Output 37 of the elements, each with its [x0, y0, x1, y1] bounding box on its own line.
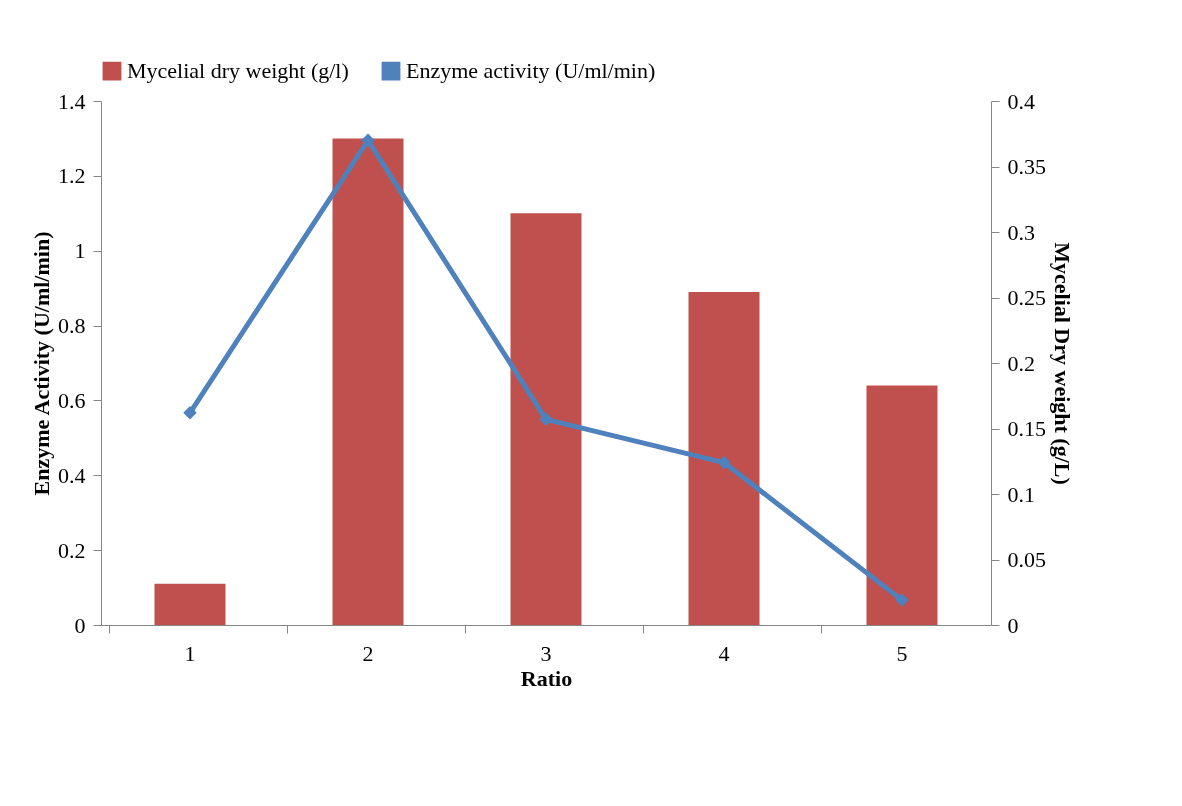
y-tick-label: 0 [74, 612, 86, 638]
x-tick-label: 2 [362, 640, 374, 666]
point [717, 455, 731, 470]
bar [866, 385, 938, 625]
y2-tick-label: 0.1 [1007, 481, 1035, 507]
x-tick-label: 1 [184, 640, 196, 666]
x-tick-label: 3 [540, 640, 552, 666]
y2-tick-label: 0.25 [1007, 285, 1046, 310]
y-tick-label: 0.2 [58, 537, 86, 563]
y2-tick-label: 0 [1007, 612, 1019, 638]
y2-tick-label: 0.05 [1007, 547, 1046, 572]
y2-tick-label: 0.2 [1007, 350, 1035, 376]
legend-label: Mycelial dry weight (g/l) [127, 58, 349, 84]
y2-tick-label: 0.15 [1007, 416, 1046, 441]
bar [154, 583, 226, 625]
y2-tick-label: 0.3 [1007, 219, 1035, 245]
point [183, 406, 197, 420]
point [361, 133, 375, 148]
y2-axis-title: Mycelial Dry weight (g/L) [1050, 242, 1075, 485]
bar [688, 291, 760, 625]
bar [510, 213, 582, 625]
y-tick-label: 1.2 [58, 163, 86, 189]
y-tick-label: 1.4 [58, 88, 86, 114]
y2-tick-label: 0.35 [1007, 154, 1046, 179]
x-tick-label: 4 [718, 640, 730, 666]
legend-label: Enzyme activity (U/ml/min) [406, 58, 656, 84]
y-tick-label: 1 [74, 238, 86, 264]
y-tick-label: 0.8 [58, 313, 86, 339]
x-tick-label: 5 [896, 640, 908, 666]
y-tick-label: 0.6 [58, 387, 86, 413]
point [539, 412, 553, 427]
x-axis-title: Ratio [520, 665, 573, 691]
y-axis-title: Enzyme Activity (U/ml/min) [29, 231, 54, 496]
y-tick-label: 0.4 [58, 462, 86, 488]
bar [332, 138, 404, 625]
point [895, 593, 909, 607]
y2-tick-label: 0.4 [1007, 88, 1035, 114]
